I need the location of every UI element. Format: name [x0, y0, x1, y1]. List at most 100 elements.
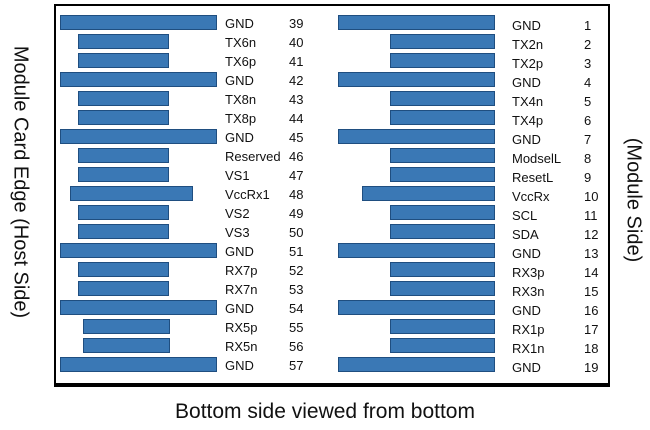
contact-pad — [70, 186, 193, 201]
host-side-label: Module Card Edge (Host Side) — [9, 45, 32, 319]
contact-pad — [338, 72, 495, 87]
contact-pad — [60, 300, 217, 315]
pin-signal-label: RX1n — [512, 341, 545, 356]
pin-signal-label: TX4n — [512, 94, 544, 109]
pin-signal-label: Reserved — [225, 149, 281, 164]
pin-signal-label: GND — [225, 130, 254, 145]
pin-signal-label: RX1p — [512, 322, 545, 337]
pin-number-label: 4 — [584, 75, 592, 90]
contact-pad — [390, 110, 495, 125]
pin-number-label: 17 — [584, 322, 599, 337]
module-side-label-area: (Module Side) — [612, 0, 650, 430]
pin-number-label: 50 — [289, 225, 304, 240]
pin-signal-label: VS3 — [225, 225, 250, 240]
pin-signal-label: VccRx1 — [225, 187, 270, 202]
pin-number-label: 48 — [289, 187, 304, 202]
pin-number-label: 14 — [584, 265, 599, 280]
pin-number-label: 11 — [584, 208, 598, 223]
pin-number-label: 56 — [289, 339, 304, 354]
contact-pad — [78, 110, 169, 125]
pin-number-label: 46 — [289, 149, 304, 164]
pin-signal-label: GND — [225, 73, 254, 88]
pin-signal-label: RX3p — [512, 265, 545, 280]
contact-pad — [338, 357, 495, 372]
pin-number-label: 16 — [584, 303, 599, 318]
contact-pad — [83, 319, 170, 334]
contact-pad — [60, 72, 217, 87]
pin-signal-label: TX2p — [512, 56, 544, 71]
contact-pad — [390, 281, 495, 296]
pin-signal-label: ModselL — [512, 151, 562, 166]
pin-signal-label: GND — [512, 360, 541, 375]
contact-pad — [362, 186, 495, 201]
pin-number-label: 42 — [289, 73, 304, 88]
contact-pad — [78, 262, 169, 277]
contact-pad — [390, 34, 495, 49]
pin-number-label: 45 — [289, 130, 304, 145]
pin-number-label: 57 — [289, 358, 304, 373]
pin-number-label: 10 — [584, 189, 599, 204]
contact-pad — [83, 338, 170, 353]
contact-pad — [78, 91, 169, 106]
pin-signal-label: TX4p — [512, 113, 544, 128]
contact-pad — [390, 167, 495, 182]
pin-number-label: 1 — [584, 18, 592, 33]
pin-number-label: 51 — [289, 244, 304, 259]
module-outline — [54, 4, 610, 387]
pin-number-label: 40 — [289, 35, 304, 50]
contact-pad — [60, 243, 217, 258]
pin-signal-label: GND — [512, 303, 541, 318]
pin-number-label: 6 — [584, 113, 592, 128]
pin-number-label: 13 — [584, 246, 599, 261]
contact-pad — [390, 205, 495, 220]
pin-signal-label: GND — [225, 301, 254, 316]
pin-signal-label: TX6p — [225, 54, 257, 69]
pin-number-label: 8 — [584, 151, 592, 166]
pin-number-label: 53 — [289, 282, 304, 297]
pin-number-label: 15 — [584, 284, 599, 299]
pin-signal-label: GND — [512, 132, 541, 147]
pin-signal-label: RX3n — [512, 284, 545, 299]
contact-pad — [78, 167, 169, 182]
contact-pad — [60, 357, 217, 372]
pin-signal-label: TX8p — [225, 111, 257, 126]
pin-signal-label: RX5n — [225, 339, 258, 354]
pin-number-label: 12 — [584, 227, 599, 242]
pin-number-label: 54 — [289, 301, 304, 316]
contact-pad — [78, 148, 169, 163]
pin-number-label: 9 — [584, 170, 592, 185]
pin-number-label: 2 — [584, 37, 592, 52]
contact-pad — [390, 338, 495, 353]
contact-pad — [390, 91, 495, 106]
pin-number-label: 52 — [289, 263, 304, 278]
contact-pad — [338, 15, 495, 30]
pin-number-label: 5 — [584, 94, 592, 109]
pin-signal-label: ResetL — [512, 170, 554, 185]
contact-pad — [390, 319, 495, 334]
pin-signal-label: GND — [512, 18, 541, 33]
pin-number-label: 3 — [584, 56, 592, 71]
contact-pad — [390, 224, 495, 239]
contact-pad — [78, 53, 169, 68]
contact-pad — [78, 224, 169, 239]
pin-signal-label: TX2n — [512, 37, 544, 52]
pin-signal-label: GND — [225, 16, 254, 31]
pin-signal-label: TX8n — [225, 92, 257, 107]
contact-pad — [338, 300, 495, 315]
pin-number-label: 55 — [289, 320, 304, 335]
contact-pad — [78, 34, 169, 49]
contact-pad — [60, 129, 217, 144]
pin-number-label: 47 — [289, 168, 304, 183]
contact-pad — [78, 205, 169, 220]
contact-pad — [338, 243, 495, 258]
contact-pad — [78, 281, 169, 296]
pin-number-label: 44 — [289, 111, 304, 126]
pin-signal-label: RX7n — [225, 282, 258, 297]
pin-signal-label: RX7p — [225, 263, 258, 278]
pin-signal-label: GND — [512, 75, 541, 90]
contact-pad — [390, 148, 495, 163]
pin-number-label: 39 — [289, 16, 304, 31]
host-side-label-area: Module Card Edge (Host Side) — [0, 0, 40, 430]
pin-signal-label: SCL — [512, 208, 538, 223]
